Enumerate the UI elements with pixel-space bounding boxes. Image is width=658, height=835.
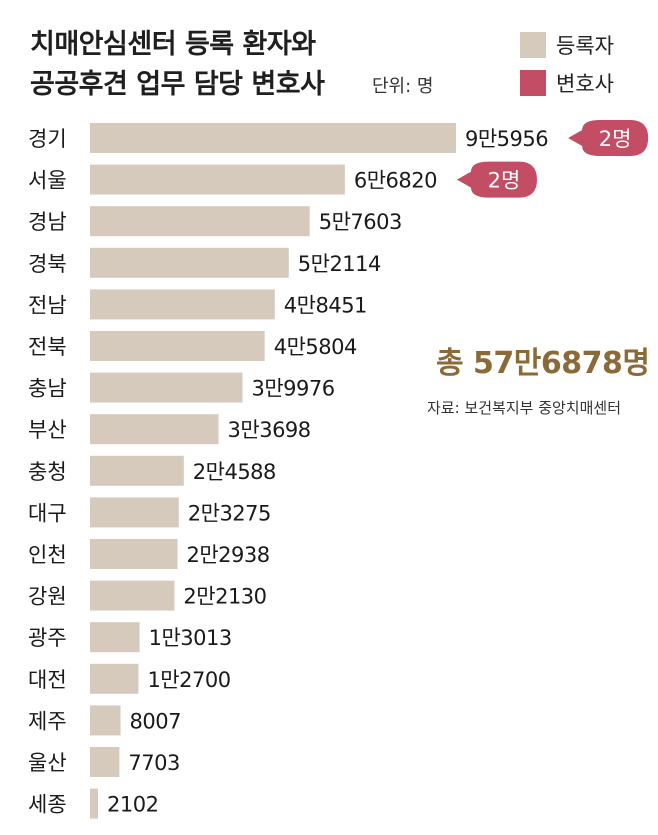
bar-10 [90,539,178,569]
category-label-2: 경남 [28,210,67,234]
bar-2 [90,206,310,237]
lawyer-badge-1 [456,161,537,198]
chart-title-line2: 공공후견 업무 담당 변호사 [30,69,325,100]
bar-0 [90,123,456,153]
legend-item-registrants: 등록자 [520,30,614,60]
bar-11 [90,580,175,611]
value-label-10: 2만2938 [186,543,269,567]
value-label-16: 2102 [107,793,158,817]
category-label-5: 전북 [28,335,67,359]
value-label-6: 3만9976 [251,377,334,401]
value-label-13: 1만2700 [147,668,230,692]
category-label-10: 인천 [28,543,67,567]
value-label-0: 9만5956 [465,127,548,151]
value-label-15: 7703 [128,751,179,775]
value-label-4: 4만8451 [284,293,367,317]
value-label-11: 2만2130 [183,585,266,609]
chart-title-line1: 치매안심센터 등록 환자와 [30,29,316,60]
bar-9 [90,497,179,528]
bar-16 [90,788,99,819]
legend-label-registrants: 등록자 [556,34,614,58]
bar-15 [90,747,120,777]
value-label-14: 8007 [130,709,181,733]
value-label-2: 5만7603 [319,210,402,234]
total-label: 총 57만6878명 [436,346,650,381]
category-label-8: 충청 [28,460,67,484]
category-label-16: 세종 [28,793,67,817]
bar-7 [90,414,219,445]
category-label-9: 대구 [28,501,67,525]
value-label-8: 2만4588 [193,460,276,484]
value-label-1: 6만6820 [354,169,437,193]
category-label-0: 경기 [28,127,67,151]
value-label-7: 3만3698 [228,418,311,442]
value-label-5: 4만5804 [274,335,357,359]
legend-swatch-registrants [520,32,546,58]
bar-3 [90,247,289,278]
unit-label: 단위: 명 [372,76,434,97]
category-label-11: 강원 [28,585,67,609]
category-label-1: 서울 [28,169,67,193]
lawyer-badge-label-0: 2명 [599,127,632,151]
bar-1 [90,164,345,195]
bar-4 [90,289,275,320]
legend-item-lawyers: 변호사 [520,68,614,98]
bar-12 [90,622,140,653]
category-label-3: 경북 [28,252,67,276]
bar-5 [90,331,265,361]
category-label-12: 광주 [28,626,67,650]
category-label-6: 충남 [28,377,67,401]
bar-6 [90,372,243,403]
bar-8 [90,455,184,486]
value-label-12: 1만3013 [149,626,232,650]
lawyer-badge-0 [568,120,649,156]
category-label-14: 제주 [28,709,67,733]
value-label-9: 2만3275 [188,501,271,525]
bar-13 [90,663,139,694]
source-note: 자료: 보건복지부 중앙치매센터 [427,399,621,417]
category-label-13: 대전 [28,668,67,692]
bar-14 [90,705,121,736]
value-label-3: 5만2114 [298,252,381,276]
category-label-7: 부산 [28,418,67,442]
legend-label-lawyers: 변호사 [556,72,614,96]
legend-swatch-lawyers [520,70,546,96]
lawyer-badge-label-1: 2명 [488,169,521,193]
category-label-4: 전남 [28,293,67,317]
category-label-15: 울산 [28,751,67,775]
